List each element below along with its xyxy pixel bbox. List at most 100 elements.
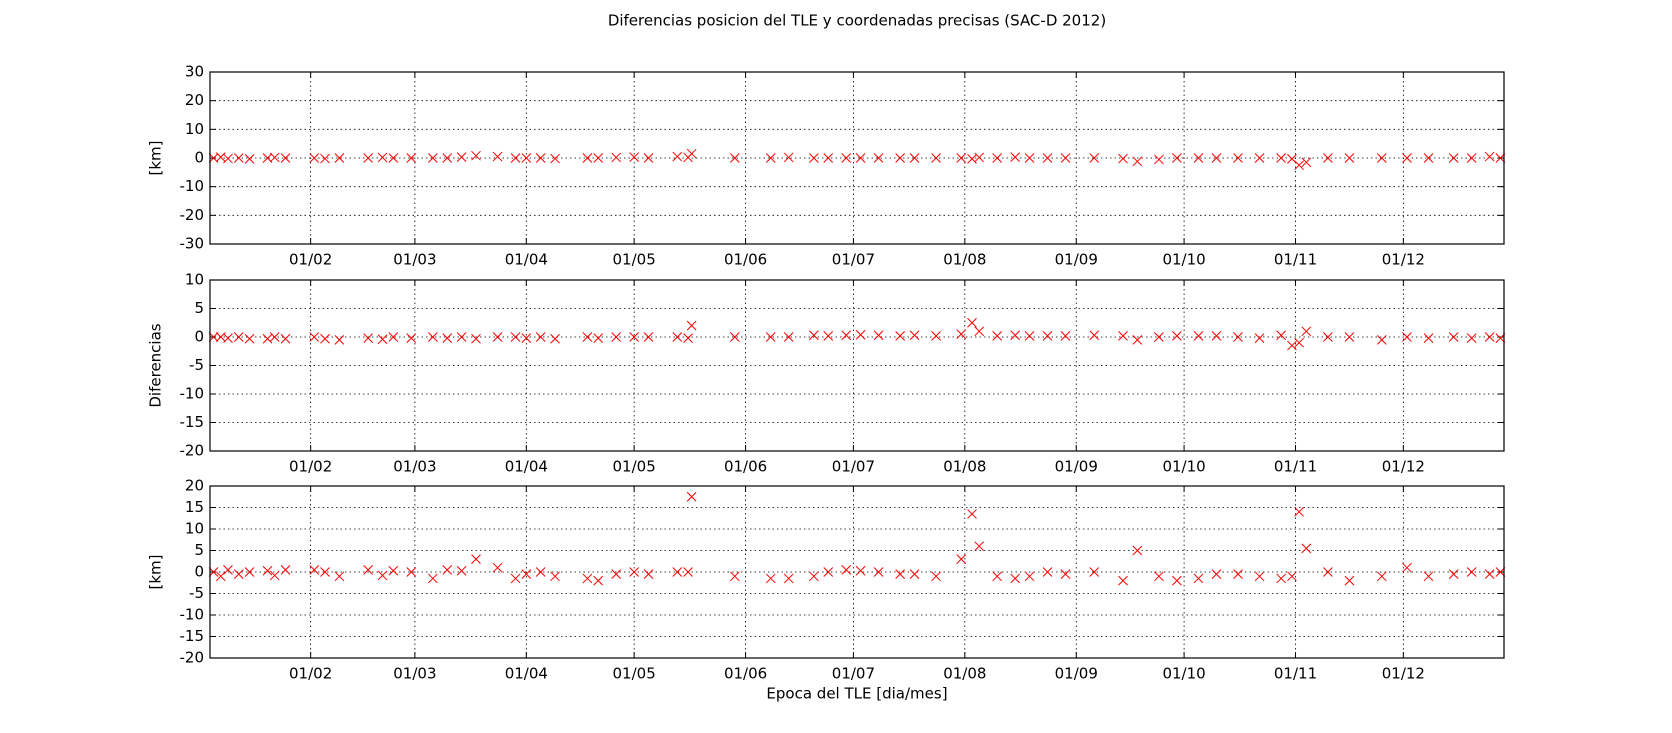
data-point [471, 333, 481, 344]
x-tick-label: 01/09 [1055, 251, 1098, 269]
y-tick-label: 0 [194, 563, 204, 581]
data-point [223, 153, 233, 164]
y-tick-label: 15 [185, 498, 204, 516]
data-point [593, 333, 604, 343]
data-point [1172, 331, 1182, 341]
x-tick-label: 01/07 [832, 251, 875, 269]
data-point [363, 564, 374, 575]
data-point [1211, 153, 1222, 163]
x-tick-label: 01/03 [393, 665, 436, 683]
x-tick-label: 01/11 [1274, 251, 1317, 269]
data-point [1254, 333, 1265, 343]
y-tick-label: 0 [194, 328, 204, 346]
data-point [442, 153, 453, 163]
data-point [492, 151, 503, 162]
x-tick-label: 01/02 [289, 458, 332, 476]
data-point [672, 567, 683, 577]
y-tick-label: -15 [180, 627, 205, 645]
data-point [388, 332, 399, 342]
data-point [1010, 152, 1021, 162]
data-point [783, 573, 794, 584]
data-point [471, 554, 481, 564]
y-tick-label: -20 [180, 442, 205, 460]
y-tick-label: -20 [180, 206, 205, 224]
data-point [855, 153, 866, 163]
data-point [363, 153, 374, 163]
data-point [1042, 567, 1053, 577]
y-tick-label: -10 [180, 606, 205, 624]
data-point [841, 330, 852, 341]
data-point [582, 153, 593, 163]
data-point [1254, 571, 1265, 582]
data-point [1466, 153, 1477, 163]
data-point [1287, 571, 1297, 582]
x-tick-label: 01/05 [613, 251, 656, 269]
data-point [1042, 153, 1053, 163]
data-point [1024, 571, 1035, 582]
data-point [1254, 153, 1265, 163]
data-point [643, 332, 654, 342]
data-point [1301, 543, 1312, 554]
data-point [1118, 153, 1128, 164]
data-point [895, 331, 905, 341]
x-tick-label: 01/12 [1382, 251, 1425, 269]
data-point [280, 333, 291, 344]
data-point [909, 569, 920, 580]
data-point [873, 153, 884, 163]
data-point [1042, 331, 1053, 341]
data-point [1233, 153, 1243, 163]
x-tick-label: 01/10 [1162, 458, 1205, 476]
data-point [1154, 154, 1164, 165]
data-point [956, 329, 967, 340]
data-point [765, 153, 776, 163]
data-point [582, 573, 593, 584]
data-point [269, 152, 280, 163]
data-point [223, 333, 233, 343]
data-point [1323, 153, 1333, 163]
x-tick-label: 01/04 [505, 251, 548, 269]
data-point [1060, 153, 1071, 163]
data-point [1448, 153, 1459, 163]
data-point [1276, 153, 1286, 163]
figure-title: Diferencias posicion del TLE y coordenad… [608, 12, 1106, 30]
data-point [686, 491, 697, 502]
data-point [363, 333, 374, 343]
data-point [686, 320, 697, 331]
data-point [873, 330, 884, 341]
data-point [1024, 331, 1035, 341]
x-tick-label: 01/09 [1055, 458, 1098, 476]
data-point [1060, 331, 1071, 341]
data-point [823, 567, 834, 577]
y-tick-label: 30 [185, 63, 204, 81]
data-point [1010, 330, 1021, 341]
data-point [510, 332, 521, 342]
data-point [550, 153, 560, 164]
data-point [269, 570, 280, 581]
data-point [334, 334, 345, 345]
data-point [244, 567, 255, 577]
data-point [1301, 157, 1312, 168]
data-point [233, 153, 244, 163]
data-point [262, 565, 273, 576]
y-tick-label: -15 [180, 413, 205, 431]
x-tick-label: 01/05 [613, 665, 656, 683]
y-tick-label: -20 [180, 649, 205, 667]
x-tick-label: 01/10 [1162, 251, 1205, 269]
data-point [1423, 333, 1434, 343]
data-point [442, 564, 453, 575]
y-tick-label: -5 [189, 356, 204, 374]
data-point [1211, 331, 1222, 341]
data-point [377, 570, 388, 581]
x-axis-label: Epoca del TLE [dia/mes] [766, 685, 947, 703]
y-tick-label: -5 [189, 584, 204, 602]
data-point [1193, 153, 1204, 163]
data-point [974, 152, 985, 163]
data-point [442, 333, 453, 343]
x-tick-label: 01/05 [613, 458, 656, 476]
data-point [765, 332, 776, 342]
data-point [510, 153, 521, 163]
data-point [521, 153, 532, 163]
data-point [629, 332, 639, 342]
x-tick-label: 01/07 [832, 665, 875, 683]
data-point [233, 332, 244, 342]
